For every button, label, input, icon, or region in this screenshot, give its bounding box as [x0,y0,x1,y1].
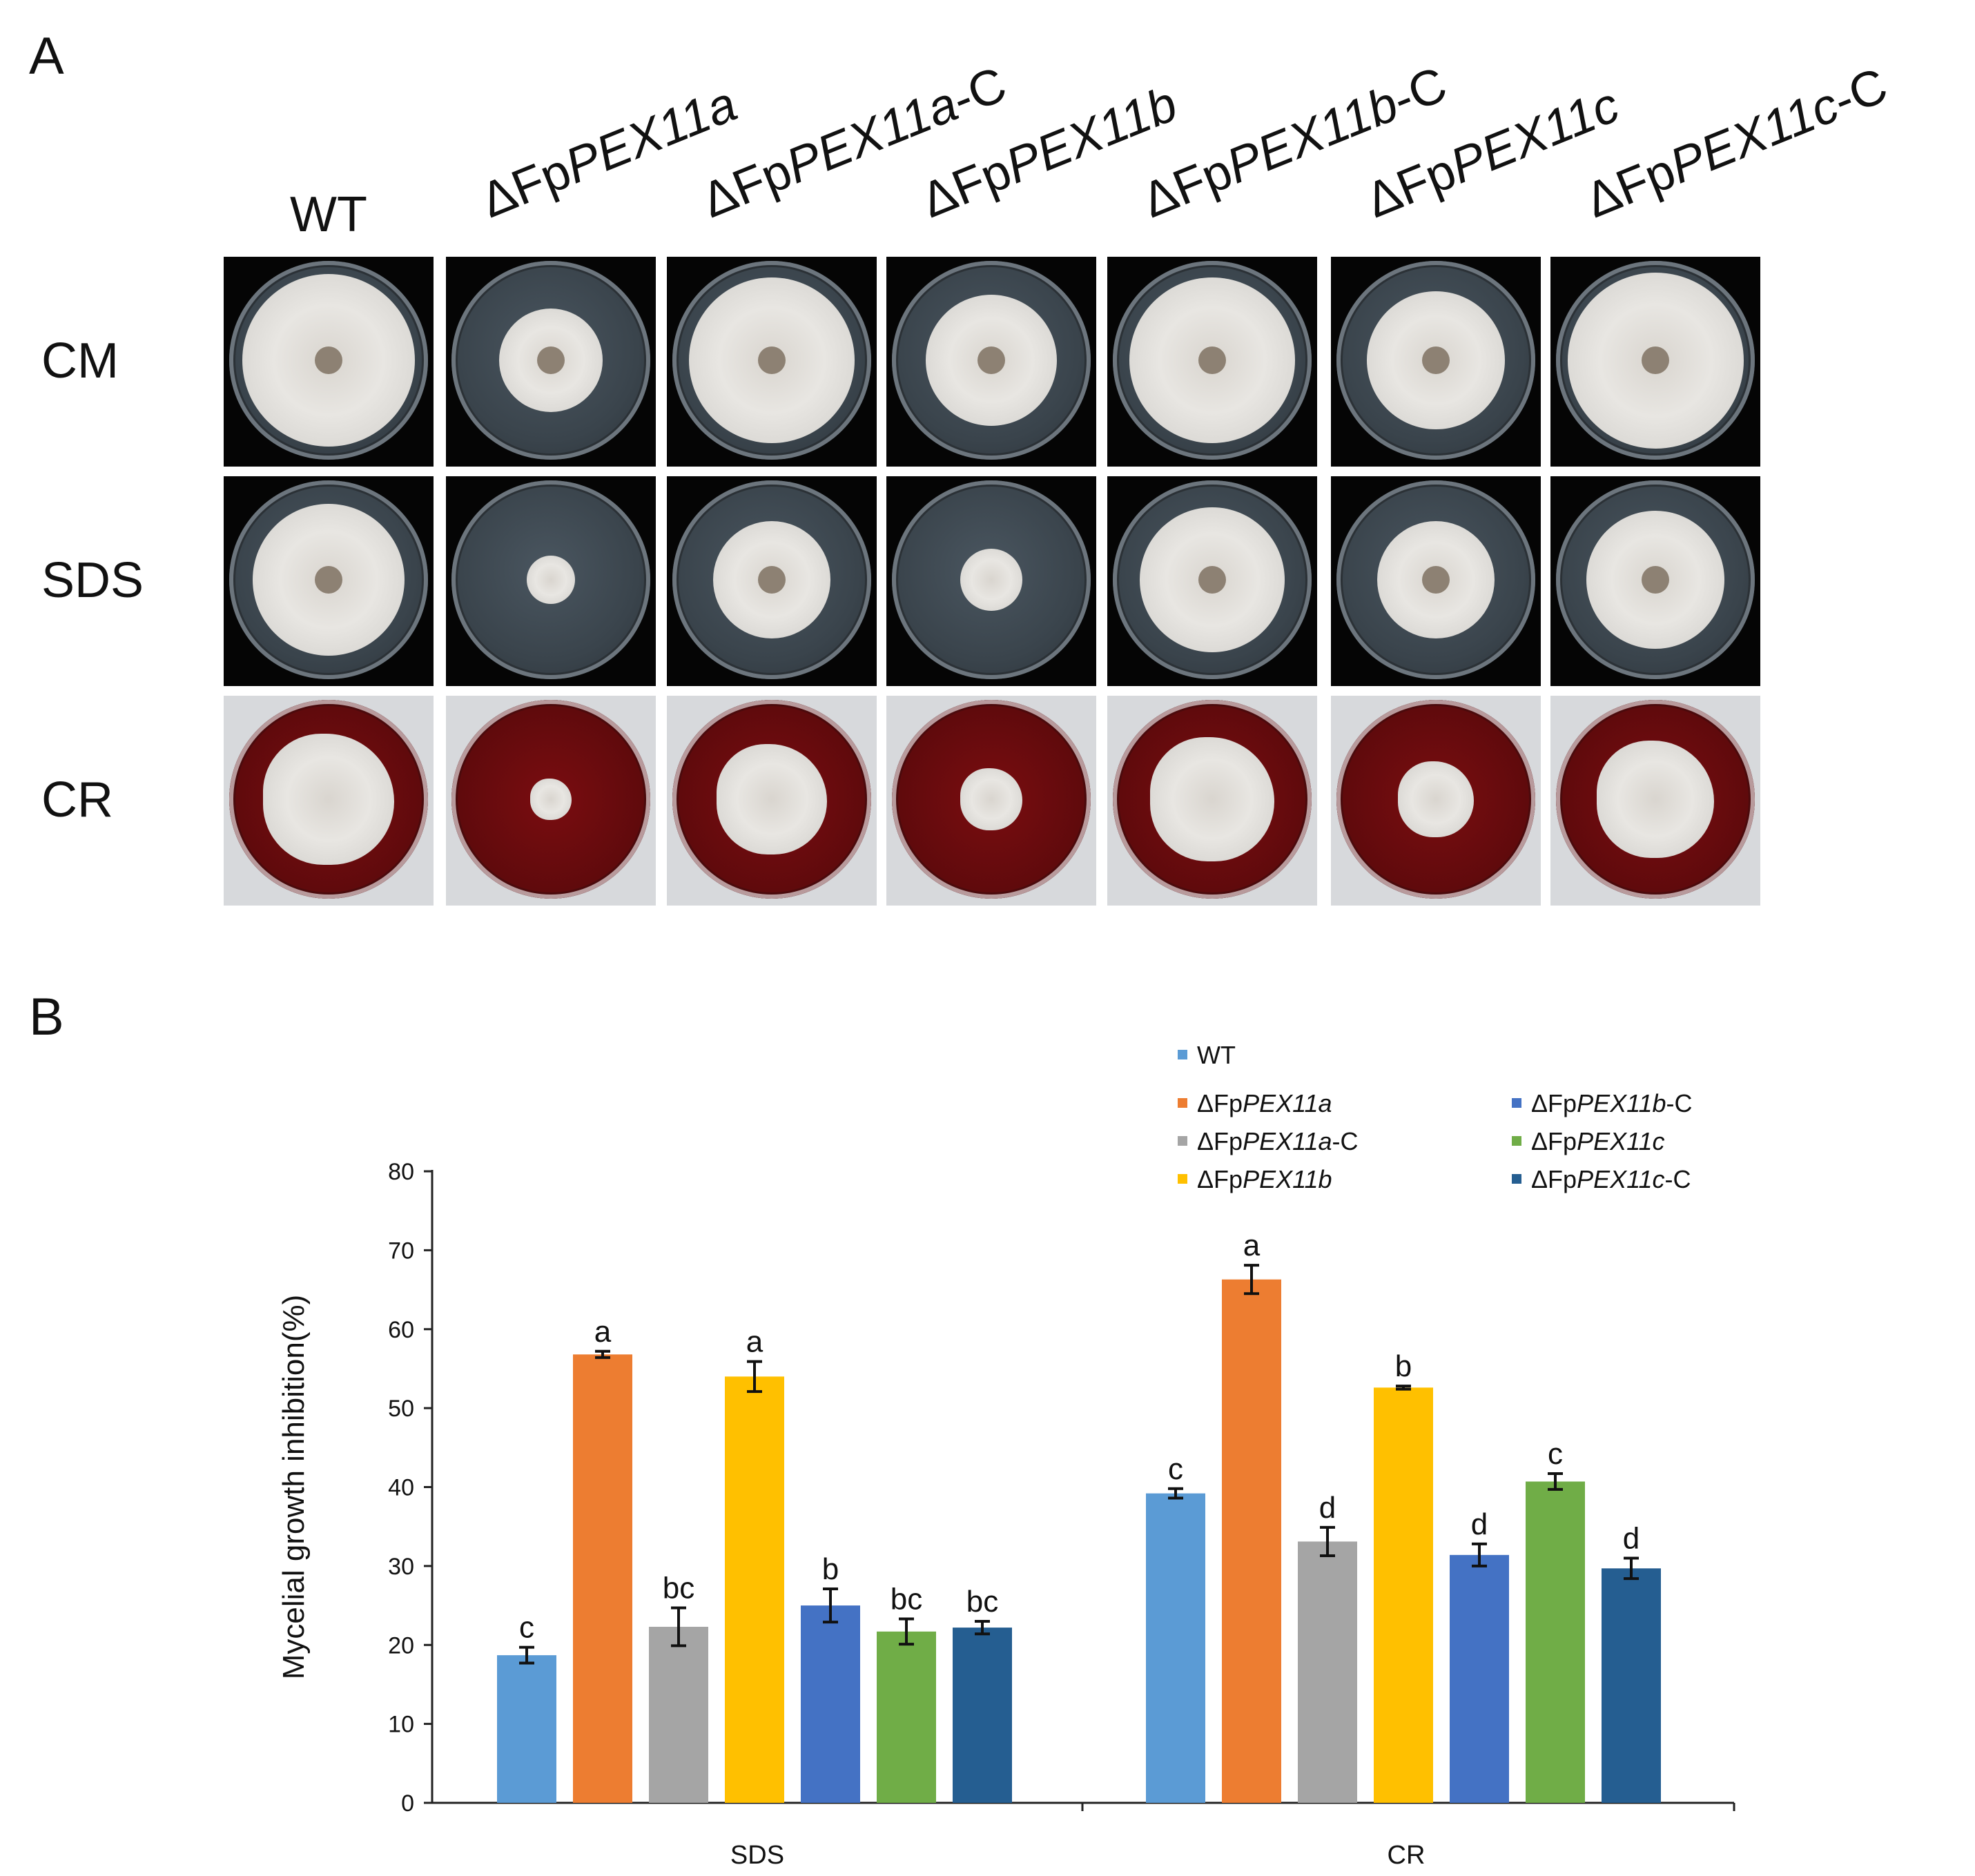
plate-image [1107,476,1317,686]
significance-letter: bc [891,1583,922,1616]
significance-letter: b [822,1552,839,1586]
legend-swatch [1178,1050,1187,1060]
row-label-sds: SDS [41,553,144,608]
y-tick-label: 30 [388,1554,414,1580]
y-tick-label: 50 [388,1396,414,1422]
legend-label: ΔFpPEX11b-C [1531,1089,1693,1117]
legend-item: ΔFpPEX11b-C [1512,1089,1693,1118]
legend-label: ΔFpPEX11a [1197,1089,1332,1117]
y-tick-label: 0 [401,1790,414,1817]
bar-chart: 0 10 20 30 40 50 60 70 80 Mycelial growth inhibit… [277,1159,1735,1870]
legend-label: ΔFpPEX11a-C [1197,1127,1359,1155]
legend-item: ΔFpPEX11b [1178,1165,1332,1194]
significance-letter: a [746,1325,763,1359]
plate-image [224,257,434,467]
plate-image [667,257,877,467]
bar [801,1605,860,1803]
bar [725,1376,784,1803]
legend-swatch [1178,1136,1187,1146]
bar [1374,1387,1433,1803]
plate-image [1550,476,1760,686]
significance-letter: d [1471,1507,1488,1541]
x-category-label: SDS [730,1841,784,1870]
column-label-0: WT [290,187,367,242]
plate-image [224,696,434,906]
legend-item: ΔFpPEX11a [1178,1089,1332,1118]
bar [649,1626,708,1803]
plate-image [446,696,656,906]
panel-a-letter: A [29,27,64,86]
legend-swatch [1512,1098,1521,1108]
plate-image [1107,696,1317,906]
bar [1450,1554,1509,1803]
significance-letter: bc [966,1585,998,1619]
plate-image [446,257,656,467]
legend-swatch [1178,1098,1187,1108]
plate-image [1331,476,1541,686]
bar [573,1354,632,1803]
legend-label: ΔFpPEX11c [1531,1127,1665,1155]
significance-letter: c [519,1611,534,1645]
bar [1146,1493,1205,1803]
plate-image [886,257,1096,467]
plate-image [886,696,1096,906]
plate-image [224,476,434,686]
y-tick-label: 40 [388,1475,414,1501]
bar [877,1631,936,1803]
legend-swatch [1178,1174,1187,1184]
row-label-cm: CM [41,333,119,389]
bar [497,1655,556,1803]
plate-image [1107,257,1317,467]
plate-image [667,696,877,906]
legend-item: ΔFpPEX11a-C [1178,1127,1359,1156]
significance-letter: d [1623,1521,1640,1555]
significance-letter: c [1168,1452,1183,1486]
significance-letter: c [1548,1437,1563,1471]
y-tick-label: 60 [388,1317,414,1343]
bar [1602,1568,1661,1803]
legend-label: ΔFpPEX11b [1197,1165,1332,1193]
row-label-cr: CR [41,772,113,828]
legend-item: ΔFpPEX11c-C [1512,1165,1691,1194]
bar [1298,1541,1357,1803]
significance-letter: b [1395,1349,1412,1383]
plate-image [1550,257,1760,467]
plate-image [886,476,1096,686]
y-tick-label: 80 [388,1159,414,1185]
significance-letter: a [594,1315,612,1349]
y-axis-label: Mycelial growth inhibition(%) [277,1295,311,1680]
plate-image [446,476,656,686]
x-category-label: CR [1388,1841,1426,1870]
bar [953,1628,1012,1803]
panel-b-letter: B [29,988,64,1046]
column-label-1: ΔFpPEX11a [473,76,745,229]
plate-image [1331,257,1541,467]
bar [1526,1481,1585,1803]
legend-item: WT [1178,1041,1236,1070]
significance-letter: a [1243,1229,1261,1262]
bar [1222,1279,1281,1803]
y-tick-label: 20 [388,1632,414,1659]
y-tick-label: 10 [388,1712,414,1738]
legend-swatch [1512,1136,1521,1146]
legend-swatch [1512,1174,1521,1184]
y-tick-label: 70 [388,1238,414,1264]
plate-image [667,476,877,686]
column-label-6: ΔFpPEX11c-C [1577,57,1895,229]
legend-label: WT [1197,1041,1236,1069]
legend-item: ΔFpPEX11c [1512,1127,1664,1156]
significance-letter: d [1319,1491,1336,1525]
plate-image [1550,696,1760,906]
legend-label: ΔFpPEX11c-C [1531,1165,1691,1193]
significance-letter: bc [663,1571,694,1605]
plate-image [1331,696,1541,906]
